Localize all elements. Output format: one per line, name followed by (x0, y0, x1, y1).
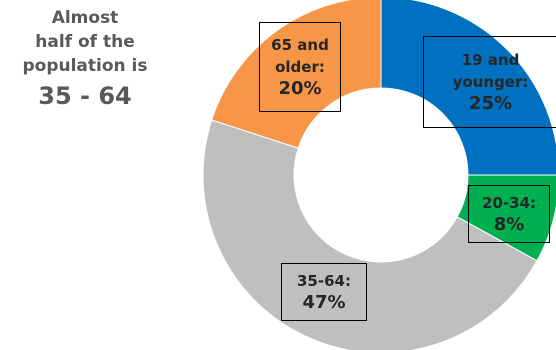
slice-label-65-and-older: 65 and older: 20% (259, 22, 341, 112)
donut-slice-3 (211, 0, 382, 149)
slice-label-value: 8% (493, 214, 525, 235)
slice-label-value: 25% (468, 93, 513, 114)
slice-label-text: 65 and older: (271, 36, 329, 76)
headline-callout: Almost half of the population is 35 - 64 (0, 6, 170, 112)
callout-highlight: 35 - 64 (38, 82, 132, 110)
slice-label-20-34: 20-34: 8% (468, 185, 550, 243)
callout-line-1: Almost (51, 8, 119, 28)
slice-label-text: 35-64: (297, 272, 351, 290)
slice-label-35-64: 35-64: 47% (281, 263, 367, 321)
callout-line-2: half of the (35, 32, 135, 52)
slice-label-19-and-younger: 19 and younger: 25% (423, 36, 556, 128)
slice-label-text: 19 and younger: (452, 51, 529, 91)
slice-label-value: 47% (302, 292, 346, 313)
slice-label-value: 20% (278, 78, 322, 99)
callout-line-3: population is (22, 56, 148, 76)
slice-label-text: 20-34: (482, 194, 536, 212)
donut-slice-0 (380, 0, 556, 176)
donut-slice-2 (202, 119, 538, 350)
